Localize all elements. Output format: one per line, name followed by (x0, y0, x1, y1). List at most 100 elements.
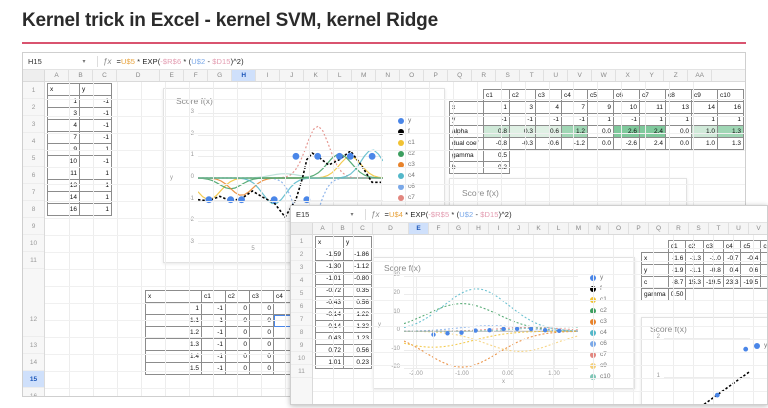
cell[interactable]: -0.8 (483, 137, 510, 150)
column-header-I[interactable]: I (256, 70, 281, 81)
column-header-U[interactable]: U (544, 70, 569, 81)
table-row[interactable]: 3 -1 (47, 107, 112, 120)
cell[interactable]: 0.50 (667, 288, 687, 301)
cell[interactable]: 13 (47, 179, 80, 192)
inner-function-icon[interactable]: ƒx (371, 209, 380, 219)
row-header-6[interactable]: 6 (23, 167, 44, 184)
column-header-A[interactable]: A (313, 223, 333, 234)
inner-sheet-canvas[interactable]: xy-1.59-1.86-1.30-1.12-1.01-0.80-0.720.3… (313, 235, 767, 404)
row-header-5[interactable]: 5 (23, 150, 44, 167)
cell[interactable]: 1 (79, 203, 112, 216)
column-header-M[interactable]: M (352, 70, 377, 81)
column-header-D[interactable]: D (373, 223, 409, 234)
cell[interactable]: -0.43 (315, 296, 344, 309)
row-header-7[interactable]: 7 (291, 313, 312, 326)
cell[interactable]: 1.3 (717, 137, 744, 150)
cell[interactable]: 14 (691, 101, 718, 114)
cell[interactable]: 7 (47, 131, 80, 144)
column-header-X[interactable]: X (616, 70, 641, 81)
cell[interactable]: 7 (561, 101, 588, 114)
cell[interactable]: -1.86 (343, 248, 372, 261)
column-header-T[interactable]: T (520, 70, 545, 81)
cell[interactable]: 0.56 (343, 296, 372, 309)
column-header-Q[interactable]: Q (649, 223, 669, 234)
column-header-J[interactable]: J (509, 223, 529, 234)
column-header-Q[interactable]: Q (448, 70, 473, 81)
cell[interactable] (760, 276, 767, 289)
inner-chart-plot[interactable]: 30 20 10 0 -10 -20 -2.00 -1.00 0.00 1.00 (391, 272, 578, 377)
table-row[interactable]: 7 -1 (47, 131, 112, 144)
column-header-R[interactable]: R (669, 223, 689, 234)
cell[interactable]: 0.0 (587, 137, 614, 150)
table-row[interactable]: 0.72 0.56 (315, 344, 372, 357)
cell[interactable]: -1.6 (667, 252, 687, 265)
column-header-B[interactable]: B (69, 70, 93, 81)
column-header-E[interactable]: E (160, 70, 185, 81)
inner-name-box[interactable]: E15 (296, 209, 310, 219)
column-header-H[interactable]: H (469, 223, 489, 234)
column-header-K[interactable]: K (529, 223, 549, 234)
cell[interactable]: -1 (79, 119, 112, 132)
cell[interactable]: 9 (587, 101, 614, 114)
column-header-L[interactable]: L (328, 70, 353, 81)
row-header-12[interactable]: 12 (23, 269, 44, 337)
cell[interactable]: 10 (47, 155, 80, 168)
row-header-3[interactable]: 3 (23, 116, 44, 133)
column-header-C[interactable]: C (93, 70, 117, 81)
column-header-V[interactable]: V (749, 223, 767, 234)
legend-item[interactable]: c1 (398, 137, 415, 148)
table-row[interactable]: -0.430.56 (315, 296, 372, 309)
column-header-Z[interactable]: Z (664, 70, 689, 81)
inner-select-all-corner[interactable] (291, 223, 313, 234)
row-header-16[interactable]: 16 (23, 388, 44, 396)
column-header-S[interactable]: S (496, 70, 521, 81)
cell[interactable]: 3 (47, 107, 80, 120)
table-row[interactable]: 1.01 0.23 (315, 356, 372, 369)
column-header-P[interactable]: P (424, 70, 449, 81)
cell[interactable]: 16 (47, 203, 80, 216)
cell[interactable]: 0.3 (509, 125, 536, 138)
formula-input[interactable]: =U$5 * EXP(-$R$6 * (U$2 - $D15)^2) (116, 57, 243, 66)
row-header-9[interactable]: 9 (23, 218, 44, 235)
column-header-F[interactable]: F (184, 70, 209, 81)
column-header-D[interactable]: D (117, 70, 161, 81)
cell[interactable]: 0.72 (315, 344, 344, 357)
cell[interactable]: -1 (79, 155, 112, 168)
column-header-E[interactable]: E (409, 223, 429, 234)
table-row[interactable]: -0.141.22 (315, 308, 372, 321)
table-row[interactable]: -1.30-1.12 (315, 260, 372, 273)
cell[interactable]: -1.9 (667, 264, 687, 277)
table-row[interactable]: 13 1 (47, 179, 112, 192)
column-header-T[interactable]: T (709, 223, 729, 234)
inner-formula-input[interactable]: =U$4 * EXP(-$R$5 * (U$2 - $D15)^2) (384, 210, 511, 219)
cell[interactable]: 0.5 (483, 149, 510, 162)
column-header-R[interactable]: R (472, 70, 497, 81)
row-header-11[interactable]: 11 (23, 252, 44, 269)
column-header-N[interactable]: N (589, 223, 609, 234)
main-chart-legend[interactable]: y f c1 c2 c3 c4 c6 c7 (398, 115, 415, 203)
cell[interactable] (760, 252, 767, 265)
table-row[interactable]: gamma 0.5 (449, 149, 744, 162)
column-header-C[interactable]: C (353, 223, 373, 234)
column-header-I[interactable]: I (489, 223, 509, 234)
row-header-9[interactable]: 9 (291, 339, 312, 352)
cell[interactable]: 1 (79, 179, 112, 192)
row-header-11[interactable]: 11 (291, 365, 312, 378)
legend-item[interactable]: c7 (398, 192, 415, 203)
cell[interactable]: -1.59 (315, 248, 344, 261)
column-header-F[interactable]: F (429, 223, 449, 234)
column-header-O[interactable]: O (400, 70, 425, 81)
table-row[interactable]: 14 1 (47, 191, 112, 204)
cell[interactable]: 1.01 (315, 356, 344, 369)
cell[interactable]: 2.6 (613, 125, 640, 138)
row-header-1[interactable]: 1 (23, 82, 44, 99)
select-all-corner[interactable] (23, 70, 45, 81)
table-row[interactable]: y-1.9-1.1-0.80.40.6 (641, 264, 767, 277)
table-row[interactable]: 91 (47, 143, 112, 156)
row-header-8[interactable]: 8 (291, 326, 312, 339)
cell[interactable]: 0.23 (343, 356, 372, 369)
cell[interactable]: -0.14 (315, 308, 344, 321)
column-header-G[interactable]: G (208, 70, 233, 81)
cell[interactable]: 1.0 (691, 125, 718, 138)
function-icon[interactable]: ƒx (103, 56, 112, 66)
